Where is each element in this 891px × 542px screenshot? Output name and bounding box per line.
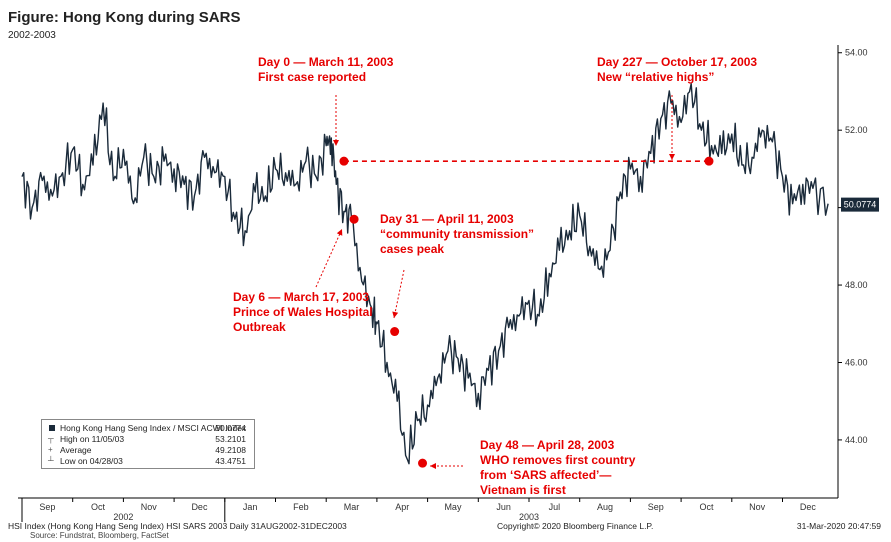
footer-security: HSI Index (Hong Kong Hang Seng Index) HS… <box>8 521 347 531</box>
x-tick-label: Sep <box>648 502 664 512</box>
last-value-label: 50.0774 <box>844 200 877 210</box>
series-swatch <box>49 425 55 431</box>
high-marker-icon: ┬ <box>48 434 54 443</box>
legend-box: Hong Kong Hang Seng Index / MSCI ACWI In… <box>41 419 255 469</box>
x-year-label: 2002 <box>113 512 133 522</box>
annotation-leader <box>393 269 405 319</box>
chart-subtitle: 2002-2003 <box>8 30 56 41</box>
annotation-arrowhead <box>669 154 675 160</box>
annotation-text: WHO removes first country <box>480 453 636 467</box>
x-tick-label: Jan <box>243 502 258 512</box>
axes: 44.0046.0048.0050.0052.0054.00SepOctNovD… <box>18 45 868 522</box>
annotation-arrowhead <box>392 311 399 318</box>
x-tick-label: Aug <box>597 502 613 512</box>
y-tick-label: 44.00 <box>845 435 868 445</box>
legend-value: 50.0774 <box>215 423 246 433</box>
annotation-text: from ‘SARS affected’— <box>480 468 611 482</box>
y-tick-label: 46.00 <box>845 357 868 367</box>
annotation-text: First case reported <box>258 70 366 84</box>
legend-value: 53.2101 <box>215 434 246 444</box>
annotation-text: “community transmission” <box>380 227 534 241</box>
legend-row-series: Hong Kong Hang Seng Index / MSCI ACWI In… <box>46 423 250 433</box>
annotation-text: Outbreak <box>233 320 286 334</box>
annotation-marker <box>704 156 714 166</box>
series-line <box>21 82 829 465</box>
annotation-text: Day 227 — October 17, 2003 <box>597 55 757 69</box>
footer-source: Source: Fundstrat, Bloomberg, FactSet <box>30 531 169 540</box>
legend-label: High on 11/05/03 <box>60 434 125 444</box>
legend-label: Hong Kong Hang Seng Index / MSCI ACWI In… <box>60 423 247 433</box>
x-tick-label: Nov <box>141 502 158 512</box>
x-tick-label: Oct <box>91 502 106 512</box>
plot-area: 50.0774 <box>21 82 879 465</box>
y-tick-label: 48.00 <box>845 280 868 290</box>
x-tick-label: Mar <box>344 502 360 512</box>
annotation-text: Prince of Wales Hospital <box>233 305 373 319</box>
legend-row-average: + Average 49.2108 <box>46 445 250 455</box>
x-tick-label: Sep <box>39 502 55 512</box>
y-tick-label: 54.00 <box>845 48 868 58</box>
annotation-arrowhead <box>336 229 343 236</box>
legend-label: Low on 04/28/03 <box>60 456 123 466</box>
x-tick-label: May <box>444 502 462 512</box>
annotation-marker <box>390 327 400 337</box>
annotation-text: Day 6 — March 17, 2003 <box>233 290 369 304</box>
annotation-text: Day 48 — April 28, 2003 <box>480 438 615 452</box>
x-tick-label: Dec <box>191 502 208 512</box>
x-tick-label: Oct <box>699 502 714 512</box>
low-marker-icon: ┴ <box>48 456 54 465</box>
footer-timestamp: 31-Mar-2020 20:47:59 <box>796 521 881 531</box>
x-tick-label: Jul <box>549 502 561 512</box>
x-tick-label: Nov <box>749 502 766 512</box>
legend-value: 49.2108 <box>215 445 246 455</box>
legend-row-low: ┴ Low on 04/28/03 43.4751 <box>46 456 250 466</box>
annotation-text: cases peak <box>380 242 444 256</box>
y-tick-label: 52.00 <box>845 125 868 135</box>
annotation-text: Vietnam is first <box>480 483 566 497</box>
annotation-arrowhead <box>333 140 339 146</box>
legend-value: 43.4751 <box>215 456 246 466</box>
legend-label: Average <box>60 445 92 455</box>
last-value-tag <box>841 197 879 212</box>
x-tick-label: Apr <box>395 502 409 512</box>
annotation-marker <box>349 214 359 224</box>
footer-copyright: Copyright© 2020 Bloomberg Finance L.P. <box>497 521 654 531</box>
x-tick-label: Feb <box>293 502 309 512</box>
annotation-arrowhead <box>430 463 436 469</box>
x-tick-label: Jun <box>496 502 511 512</box>
annotation-text: Day 31 — April 11, 2003 <box>380 212 514 226</box>
annotation-marker <box>418 458 428 468</box>
chart-title: Figure: Hong Kong during SARS <box>8 9 241 26</box>
legend-row-high: ┬ High on 11/05/03 53.2101 <box>46 434 250 444</box>
annotation-marker <box>339 156 349 166</box>
x-year-label: 2003 <box>519 512 539 522</box>
annotation-text: Day 0 — March 11, 2003 <box>258 55 394 69</box>
average-marker-icon: + <box>48 445 53 454</box>
x-tick-label: Dec <box>800 502 817 512</box>
annotation-leader <box>315 228 343 288</box>
annotation-text: New “relative highs” <box>597 70 714 84</box>
